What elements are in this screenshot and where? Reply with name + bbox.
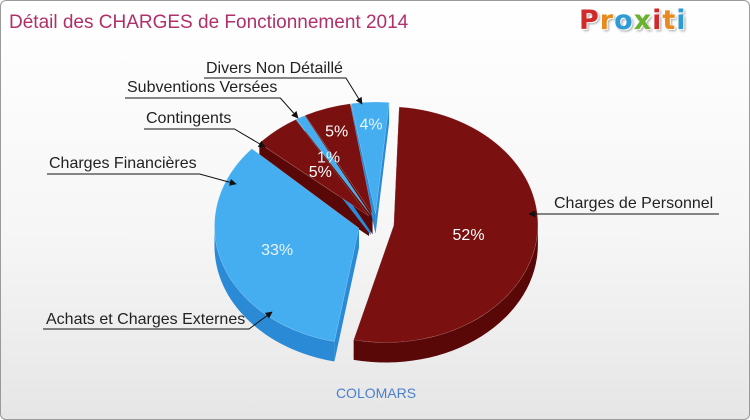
percent-label: 33% xyxy=(261,242,293,259)
logo-letter: r xyxy=(599,5,615,36)
logo-letter: x xyxy=(633,5,653,36)
leader-line xyxy=(144,128,266,148)
logo-letter: P xyxy=(579,5,600,36)
leader-line xyxy=(125,97,299,119)
logo-letter: i xyxy=(676,5,687,36)
slice-divers-non-d-taill- xyxy=(350,101,390,214)
logo-letter: t xyxy=(662,5,677,36)
leader-line xyxy=(47,173,237,186)
slice-side-0 xyxy=(353,224,538,363)
proxiti-logo: Proxiti xyxy=(579,5,687,36)
category-label: Divers Non Détaillé xyxy=(206,60,343,77)
logo-letter: i xyxy=(652,5,663,36)
logo-letter: o xyxy=(614,5,634,36)
slice-subventions-vers-es xyxy=(304,103,373,215)
percent-label: 1% xyxy=(317,150,340,167)
slice-wall-2 xyxy=(259,143,369,236)
category-label: Charges de Personnel xyxy=(554,195,713,212)
percent-label: 4% xyxy=(360,116,383,133)
percent-label: 5% xyxy=(325,124,348,141)
slice-contingents xyxy=(295,115,371,216)
category-label: Achats et Charges Externes xyxy=(46,311,245,328)
slice-side-1 xyxy=(214,226,335,362)
leader-line xyxy=(204,77,363,105)
slice-wall-1 xyxy=(334,228,359,362)
category-label: Charges Financières xyxy=(49,155,197,172)
leader-line xyxy=(43,311,273,330)
category-label: Contingents xyxy=(146,110,231,127)
chart-title: Détail des CHARGES de Fonctionnement 201… xyxy=(9,12,409,33)
slice-achats-et-charges-externes xyxy=(214,148,360,342)
slice-charges-de-personnel xyxy=(353,106,539,343)
percent-label: 5% xyxy=(309,164,332,181)
percent-label: 52% xyxy=(453,227,485,244)
category-label: Subventions Versées xyxy=(127,79,277,96)
commune-name: COLOMARS xyxy=(335,385,417,401)
slice-wall-5 xyxy=(375,102,390,234)
